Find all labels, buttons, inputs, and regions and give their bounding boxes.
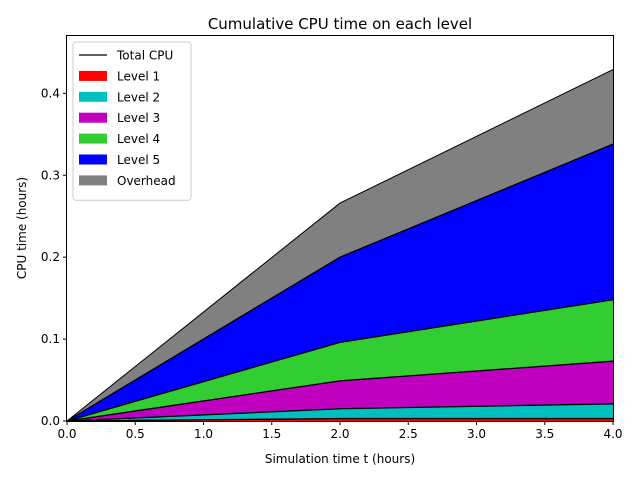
area-level-4: [67, 299, 613, 421]
boundary-line-level-4: [66, 299, 614, 422]
legend-label-overhead: Overhead: [117, 174, 176, 188]
legend-swatch-level-3: [79, 112, 107, 123]
x-tick-label: 1.5: [262, 427, 281, 441]
x-tick-label: 0.0: [57, 427, 76, 441]
legend-label-level-5: Level 5: [117, 153, 160, 167]
legend-label-level-4: Level 4: [117, 132, 160, 146]
legend-label-level-2: Level 2: [117, 90, 160, 104]
boundary-line-level-1: [66, 417, 613, 422]
y-tick-label: 0.3: [41, 168, 60, 182]
x-axis-ticks: 0.0 0.5 1.0 1.5 2.0 2.5 3.0 3.5 4.0: [57, 421, 623, 441]
legend-swatch-level-1: [79, 70, 107, 81]
y-tick-label: 0.2: [41, 250, 60, 264]
area-overhead: [67, 69, 613, 421]
x-tick-label: 3.0: [467, 427, 486, 441]
series-boundary-lines: [66, 69, 614, 422]
area-level-2: [67, 403, 613, 421]
x-axis-label: Simulation time t (hours): [265, 452, 415, 466]
x-tick-label: 4.0: [603, 427, 622, 441]
area-level-5: [67, 144, 613, 421]
legend: Total CPU Level 1 Level 2 Level 3 Level 4 Lev…: [72, 41, 192, 201]
area-layer: [67, 69, 613, 421]
legend-swatch-overhead: [79, 175, 107, 186]
x-tick-label: 2.0: [330, 427, 349, 441]
boundary-line-level-2: [66, 403, 614, 422]
y-tick-label: 0.4: [41, 86, 60, 100]
legend-swatch-level-2: [79, 91, 107, 102]
y-axis-label: CPU time (hours): [15, 177, 29, 279]
y-tick-label: 0.1: [41, 332, 60, 346]
x-tick-label: 3.5: [535, 427, 554, 441]
boundary-line-level-3: [66, 360, 614, 422]
legend-label-level-3: Level 3: [117, 111, 160, 125]
total-cpu-line: [66, 69, 614, 422]
boundary-line-level-5: [66, 143, 614, 422]
y-tick-label: 0.0: [41, 414, 60, 428]
x-tick-label: 0.5: [126, 427, 145, 441]
x-tick-label: 2.5: [399, 427, 418, 441]
legend-swatch-level-4: [79, 133, 107, 144]
legend-swatch-level-5: [79, 154, 107, 165]
legend-label-level-1: Level 1: [117, 69, 160, 83]
y-axis-ticks: 0.0 0.1 0.2 0.3 0.4: [41, 86, 67, 428]
legend-label-total-cpu: Total CPU: [116, 49, 173, 63]
x-tick-label: 1.0: [194, 427, 213, 441]
chart-title: Cumulative CPU time on each level: [208, 15, 472, 33]
